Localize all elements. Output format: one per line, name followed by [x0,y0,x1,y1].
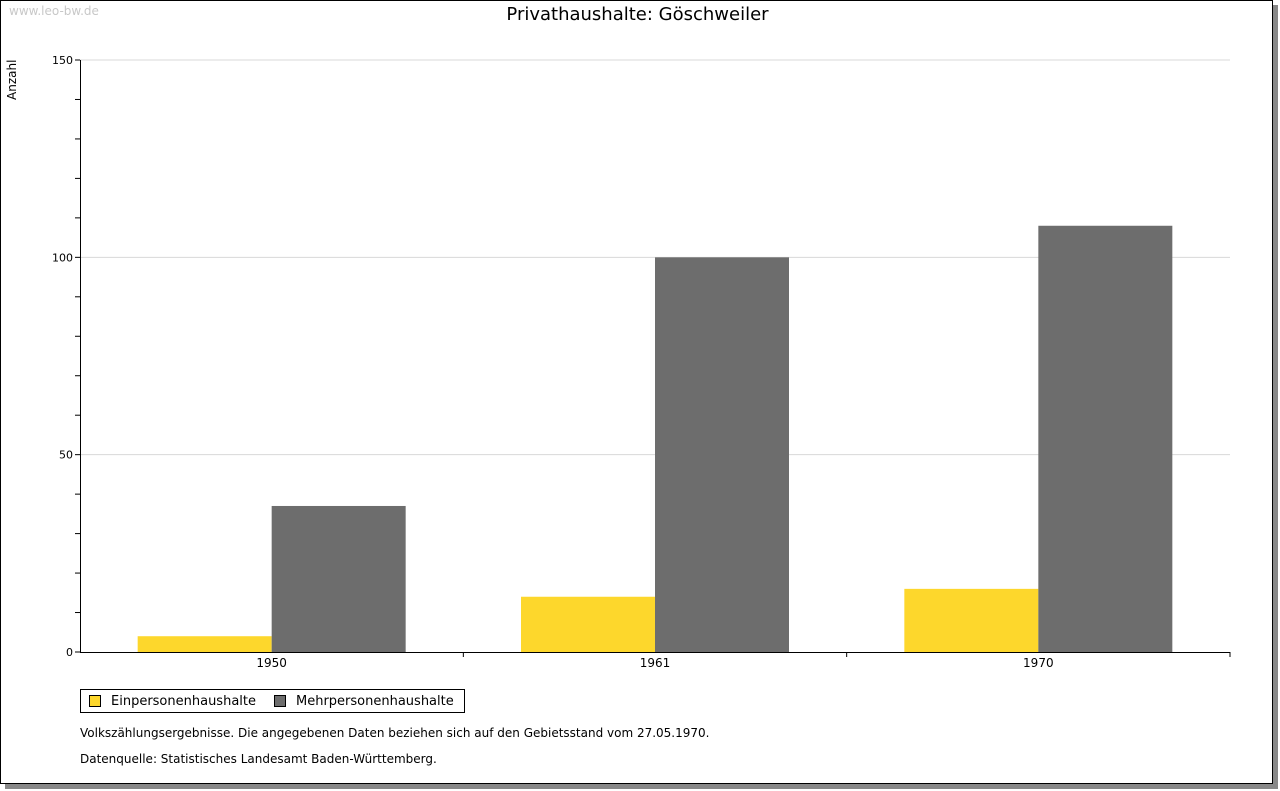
watermark: www.leo-bw.de [9,4,99,18]
x-tick-label: 1950 [256,656,287,670]
chart-title: Privathaushalte: Göschweiler [506,4,769,25]
bar-mehrpersonenhaushalte-1950 [271,505,406,652]
legend-swatch [89,695,101,707]
y-tick-label: 100 [52,251,73,264]
bar-einpersonenhaushalte-1961 [521,596,655,652]
legend-item-mehrpersonen: Mehrpersonenhaushalte [274,694,454,709]
legend-swatch [274,695,286,707]
note-census: Volkszählungsergebnisse. Die angegebenen… [80,726,710,740]
legend-item-einpersonen: Einpersonenhaushalte [89,694,256,709]
y-tick-label: 150 [52,54,73,67]
y-axis-label: Anzahl [5,60,19,100]
bar-einpersonenhaushalte-1970 [904,588,1039,652]
y-tick-label: 0 [66,646,73,659]
x-tick-label: 1970 [1023,656,1054,670]
bar-mehrpersonenhaushalte-1961 [655,257,789,652]
note-source: Datenquelle: Statistisches Landesamt Bad… [80,752,437,766]
bar-mehrpersonenhaushalte-1970 [1038,225,1173,652]
legend: Einpersonenhaushalte Mehrpersonenhaushal… [80,689,465,713]
legend-label: Mehrpersonenhaushalte [296,693,454,709]
x-tick-label: 1961 [640,656,671,670]
bar-einpersonenhaushalte-1950 [137,636,272,652]
legend-label: Einpersonenhaushalte [111,693,256,709]
y-tick-label: 50 [59,449,73,462]
